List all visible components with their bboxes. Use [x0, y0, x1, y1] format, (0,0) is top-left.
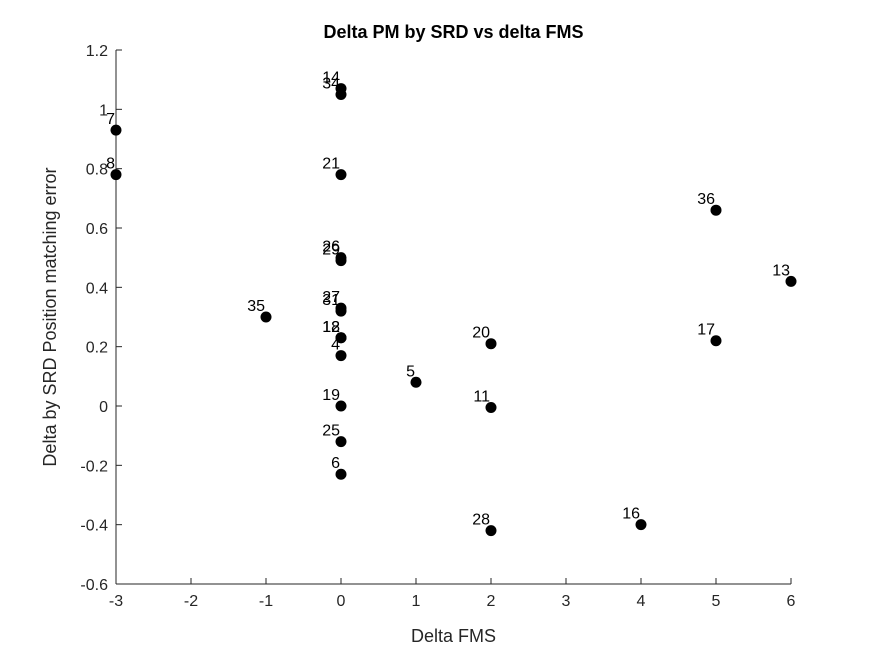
data-point-label: 5	[406, 363, 415, 380]
x-tick-label: 1	[412, 593, 421, 610]
data-point	[785, 275, 797, 287]
y-tick-label: 0.4	[86, 280, 108, 297]
x-tick-label: -2	[184, 593, 198, 610]
data-point	[485, 525, 497, 537]
y-tick-label: 0	[99, 399, 108, 416]
x-tick-label: -3	[109, 593, 123, 610]
data-point-label: 29	[322, 242, 340, 259]
y-tick-label: 1.2	[86, 43, 108, 60]
data-point	[710, 335, 722, 347]
x-axis-ticks: -3 -2 -1 0 1 2 3 4 5 6	[109, 578, 796, 610]
chart-title: Delta PM by SRD vs delta FMS	[323, 22, 583, 42]
data-point-label: 27	[322, 289, 340, 306]
data-point-label: 6	[331, 455, 340, 472]
y-axis-ticks: -0.6 -0.4 -0.2 0 0.2 0.4 0.6 0.8 1 1.2	[80, 43, 122, 594]
y-tick-label: -0.6	[80, 577, 108, 594]
data-point-label: 28	[472, 512, 490, 529]
x-tick-label: 5	[712, 593, 721, 610]
data-point-label: 11	[473, 388, 490, 405]
data-point-label: 7	[106, 111, 115, 128]
data-point-label: 14	[322, 70, 340, 87]
x-tick-label: 4	[637, 593, 646, 610]
data-point-label: 35	[247, 298, 265, 315]
data-point-label: 18	[322, 319, 340, 336]
x-tick-label: 2	[487, 593, 496, 610]
data-point-label: 36	[697, 191, 715, 208]
x-tick-label: 0	[337, 593, 346, 610]
x-axis-label: Delta FMS	[411, 626, 496, 646]
y-axis-label: Delta by SRD Position matching error	[40, 167, 60, 466]
y-tick-label: 0.2	[86, 340, 108, 357]
data-point-label: 31	[322, 292, 340, 309]
data-point	[335, 255, 347, 267]
data-point-label: 16	[622, 506, 640, 523]
y-tick-label: 0.8	[86, 162, 108, 179]
data-point	[260, 311, 272, 323]
y-tick-label: 1	[99, 102, 108, 119]
data-point-label: 13	[772, 262, 790, 279]
data-point	[110, 169, 122, 181]
data-point-label: 4	[331, 337, 340, 354]
data-point	[335, 305, 347, 317]
data-point	[335, 436, 347, 448]
data-point	[335, 468, 347, 480]
x-tick-label: 6	[787, 593, 796, 610]
data-point-label: 8	[106, 156, 115, 173]
y-tick-label: -0.4	[80, 518, 108, 535]
x-tick-label: -1	[259, 593, 273, 610]
data-point-label: 12	[322, 319, 340, 336]
data-point	[485, 401, 497, 413]
data-point-label: 19	[322, 387, 340, 404]
data-point-label: 26	[322, 239, 340, 256]
data-point	[485, 338, 497, 350]
data-point-label: 25	[322, 423, 340, 440]
data-point-label: 34	[322, 76, 340, 93]
data-point-label: 21	[322, 156, 340, 173]
data-point	[335, 350, 347, 362]
y-tick-label: -0.2	[80, 458, 108, 475]
data-point	[635, 519, 647, 531]
data-point	[335, 89, 347, 100]
data-point	[410, 376, 422, 388]
data-point	[335, 400, 347, 412]
data-point-label: 20	[472, 325, 490, 342]
y-tick-label: 0.6	[86, 221, 108, 238]
data-point	[335, 169, 347, 181]
data-point-label: 17	[697, 322, 715, 339]
data-point	[710, 204, 722, 216]
data-point	[335, 332, 347, 344]
data-point	[110, 124, 122, 136]
x-tick-label: 3	[562, 593, 571, 610]
